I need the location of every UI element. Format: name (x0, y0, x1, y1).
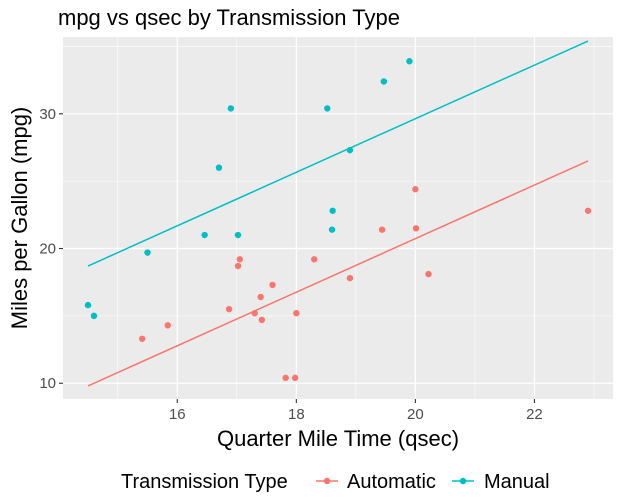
point-manual-5 (406, 58, 413, 65)
point-automatic-2 (425, 270, 432, 278)
axis-ticks: 16 18 20 22 10 20 30 (39, 106, 542, 423)
point-automatic-15 (225, 305, 233, 313)
point-automatic-8 (257, 293, 264, 301)
y-axis-title: Miles per Gallon (mpg) (7, 107, 32, 330)
point-automatic-1 (234, 262, 242, 270)
legend-title: Transmission Type (121, 471, 288, 493)
legend-key-automatic-dot (323, 477, 331, 485)
point-automatic-12 (282, 374, 289, 382)
y-tick-label-1: 20 (39, 241, 56, 258)
point-manual-0 (201, 231, 208, 239)
point-automatic-7 (346, 274, 354, 282)
x-axis-title: Quarter Mile Time (qsec) (217, 426, 459, 451)
point-manual-11 (90, 312, 98, 320)
point-automatic-17 (138, 335, 146, 342)
x-tick-label-2: 20 (407, 406, 424, 423)
point-manual-1 (234, 231, 242, 239)
point-automatic-6 (310, 256, 318, 263)
point-automatic-18 (236, 256, 243, 263)
x-tick-label-3: 22 (526, 406, 543, 423)
point-automatic-16 (251, 309, 258, 317)
y-tick-label-0: 10 (39, 375, 56, 392)
point-manual-12 (328, 226, 336, 233)
point-automatic-4 (412, 186, 419, 193)
point-automatic-11 (291, 374, 299, 382)
x-tick-label-0: 16 (169, 406, 186, 423)
point-automatic-14 (412, 225, 420, 232)
y-tick-label-2: 30 (39, 106, 56, 123)
point-automatic-0 (378, 226, 386, 233)
fit-line-manual (87, 40, 589, 267)
plot-panel (63, 37, 613, 399)
point-manual-3 (380, 78, 388, 85)
point-automatic-13 (258, 316, 266, 324)
fit-line-automatic (87, 160, 589, 387)
legend-key-manual-dot (459, 477, 467, 485)
legend: Transmission Type Automatic Manual (121, 471, 550, 493)
point-manual-4 (324, 105, 331, 112)
point-manual-2 (329, 207, 336, 214)
point-automatic-10 (293, 309, 300, 317)
point-manual-9 (84, 301, 92, 309)
point-manual-8 (227, 105, 235, 112)
legend-label-manual: Manual (484, 471, 550, 493)
point-automatic-3 (164, 322, 171, 329)
legend-label-automatic: Automatic (347, 471, 436, 493)
chart-title: mpg vs qsec by Transmission Type (58, 5, 400, 30)
point-manual-10 (144, 249, 151, 256)
point-automatic-9 (269, 281, 276, 289)
grid-lines (63, 37, 613, 399)
data-points (84, 58, 592, 382)
point-automatic-5 (584, 207, 592, 214)
point-manual-6 (346, 146, 354, 154)
point-manual-7 (215, 164, 223, 171)
fit-lines (87, 40, 589, 387)
x-tick-label-1: 18 (288, 406, 305, 423)
